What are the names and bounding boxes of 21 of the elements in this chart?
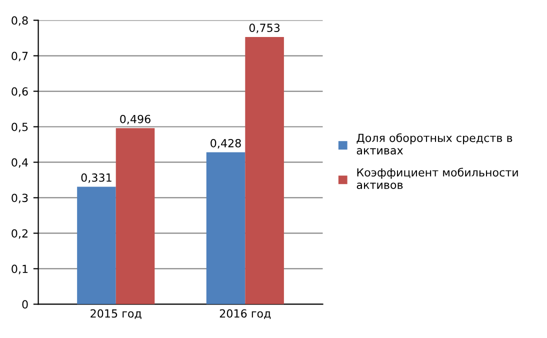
bar bbox=[116, 128, 155, 304]
y-tick-label: 0,7 bbox=[12, 52, 28, 62]
data-label: 0,753 bbox=[249, 24, 280, 34]
bar bbox=[245, 36, 284, 304]
y-tick-label: 0,8 bbox=[12, 16, 28, 26]
bar bbox=[206, 152, 246, 304]
bar bbox=[77, 186, 116, 304]
y-tick-label: 0,6 bbox=[12, 87, 28, 97]
y-tick-label: 0 bbox=[22, 300, 28, 309]
legend-label: Коэффициент мобильности активов bbox=[356, 168, 518, 190]
data-label: 0,428 bbox=[210, 138, 241, 149]
data-label: 0,496 bbox=[120, 114, 150, 124]
y-tick-label: 0,3 bbox=[12, 194, 28, 204]
y-tick-label: 0,1 bbox=[12, 264, 28, 274]
y-tick-label: 0,4 bbox=[12, 158, 28, 168]
y-tick-label: 0,5 bbox=[12, 122, 28, 132]
data-label: 0,331 bbox=[81, 173, 112, 183]
legend-label: Доля оборотных средств в активах bbox=[356, 133, 512, 155]
y-tick-label: 0,2 bbox=[12, 229, 28, 239]
x-tick-label: 2016 год bbox=[220, 309, 271, 320]
x-tick-label: 2015 год bbox=[90, 309, 142, 320]
